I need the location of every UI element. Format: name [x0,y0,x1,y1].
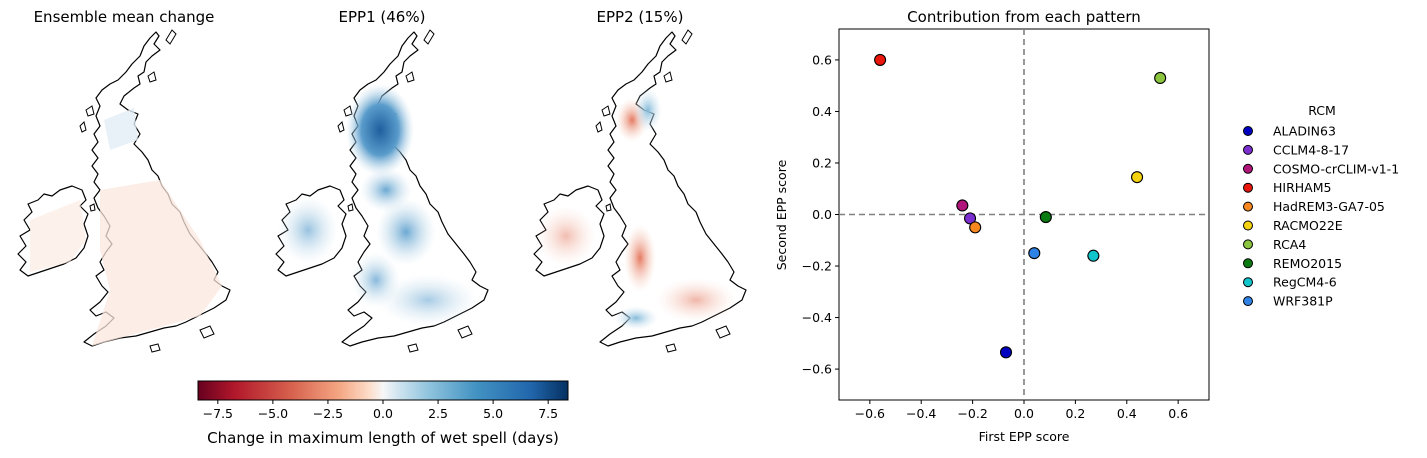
legend-marker [1243,163,1253,174]
epp1-highlands-shading [346,84,414,176]
data-point-rca4 [1154,71,1167,85]
x-axis-ticks: −0.6 −0.4 −0.2 0.0 0.2 0.4 0.6 [855,400,1188,421]
legend-marker [1243,220,1253,231]
colorbar-label: Change in maximum length of wet spell (d… [207,429,559,447]
legend-label: RACMO22E [1273,218,1343,233]
mean-change-shading [92,180,222,346]
x-tick-label: −0.4 [906,406,936,421]
map-panel-epp2: EPP2 (15%) [533,8,747,353]
y-tick-label: 0.6 [812,52,832,67]
colorbar-tick-label: −5.0 [258,406,288,421]
data-point-aladin63 [999,346,1013,359]
map-title: Ensemble mean change [34,8,215,26]
legend: RCM ALADIN63 CCLM4-8-17 COSMO-crCLIM-v1-1 H… [1243,103,1399,309]
epp2-southeast-shading [656,278,736,322]
x-tick-label: 0.6 [1168,406,1188,421]
data-point-racmo22e [1131,171,1144,184]
data-point-wrf381p [1028,247,1041,260]
data-point-remo2015 [1039,211,1052,224]
epp2-southwest-blue-shading [614,306,658,330]
legend-marker [1243,182,1253,193]
legend-marker [1243,144,1253,155]
y-tick-label: 0.2 [812,155,832,170]
legend-label: WRF381P [1273,294,1333,309]
epp2-ireland-shading [536,206,596,266]
legend-marker [1243,126,1253,136]
legend-marker [1243,277,1253,288]
data-points [874,53,1167,359]
y-tick-label: −0.4 [802,310,832,325]
legend-label: RegCM4-6 [1273,275,1337,290]
colorbar-tick-label: −2.5 [313,406,343,421]
data-point-regcm4-6 [1087,249,1100,262]
legend-label: REMO2015 [1273,256,1342,271]
data-point-cclm4-8-17 [963,212,977,225]
colorbar-gradient [197,380,569,401]
epp2-wales-shading [624,224,656,292]
chart-title: Contribution from each pattern [907,8,1141,26]
legend-label: ALADIN63 [1273,124,1336,139]
x-tick-label: −0.6 [855,406,885,421]
mean-change-shading-north [104,108,138,150]
x-axis-label: First EPP score [979,429,1070,444]
colorbar-tick-label: −7.5 [203,406,233,421]
legend-title: RCM [1308,103,1336,118]
data-point-hadrem3-ga7-05 [969,221,982,234]
y-tick-label: 0.4 [812,104,832,119]
data-point-hirham5 [874,53,887,66]
legend-label: HadREM3-GA7-05 [1273,199,1385,214]
mean-change-shading-ireland [30,200,86,272]
legend-marker [1243,258,1253,269]
y-axis-ticks: −0.6 −0.4 −0.2 0.0 0.2 0.4 0.6 [802,52,839,377]
y-tick-label: 0.0 [812,207,832,222]
colorbar-tick-label: 5.0 [483,406,503,421]
map-panel-epp1: EPP1 (46%) [275,8,489,353]
epp2-north-blue-shading [634,88,662,132]
colorbar-tick-label: 0.0 [373,406,393,421]
colorbar-tick-label: 2.5 [428,406,448,421]
y-tick-label: −0.2 [802,259,832,274]
colorbar-tick-label: 7.5 [538,406,558,421]
y-tick-label: −0.6 [802,362,832,377]
x-tick-label: −0.2 [957,406,987,421]
legend-label: HIRHAM5 [1273,180,1331,195]
x-tick-label: 0.0 [1014,406,1034,421]
x-tick-label: 0.2 [1065,406,1085,421]
legend-label: COSMO-crCLIM-v1-1 [1273,161,1399,176]
map-title: EPP2 (15%) [597,8,684,26]
epp1-pennines-shading [376,198,436,266]
epp1-south-shading [378,274,478,326]
legend-label: CCLM4-8-17 [1273,142,1349,157]
colorbar: −7.5 −5.0 −2.5 0.0 2.5 5.0 7.5 Change in maxim… [197,380,569,447]
legend-marker [1243,239,1253,250]
colorbar-ticks: −7.5 −5.0 −2.5 0.0 2.5 5.0 7.5 [203,400,558,421]
legend-items: ALADIN63 CCLM4-8-17 COSMO-crCLIM-v1-1 HIRHA… [1243,124,1399,309]
data-point-cosmo-crclim-v1-1 [956,199,969,212]
map-title: EPP1 (46%) [339,8,426,26]
epp1-ireland-shading [278,196,338,264]
legend-marker [1243,201,1253,212]
legend-label: RCA4 [1273,237,1306,252]
map-panel-ensemble-mean: Ensemble mean change [17,8,231,353]
reference-lines [839,29,1209,400]
legend-marker [1243,296,1253,307]
scatter-chart: Contribution from each pattern −0.6 −0.4−… [774,8,1210,444]
y-axis-label: Second EPP score [774,159,789,270]
x-tick-label: 0.4 [1117,406,1137,421]
